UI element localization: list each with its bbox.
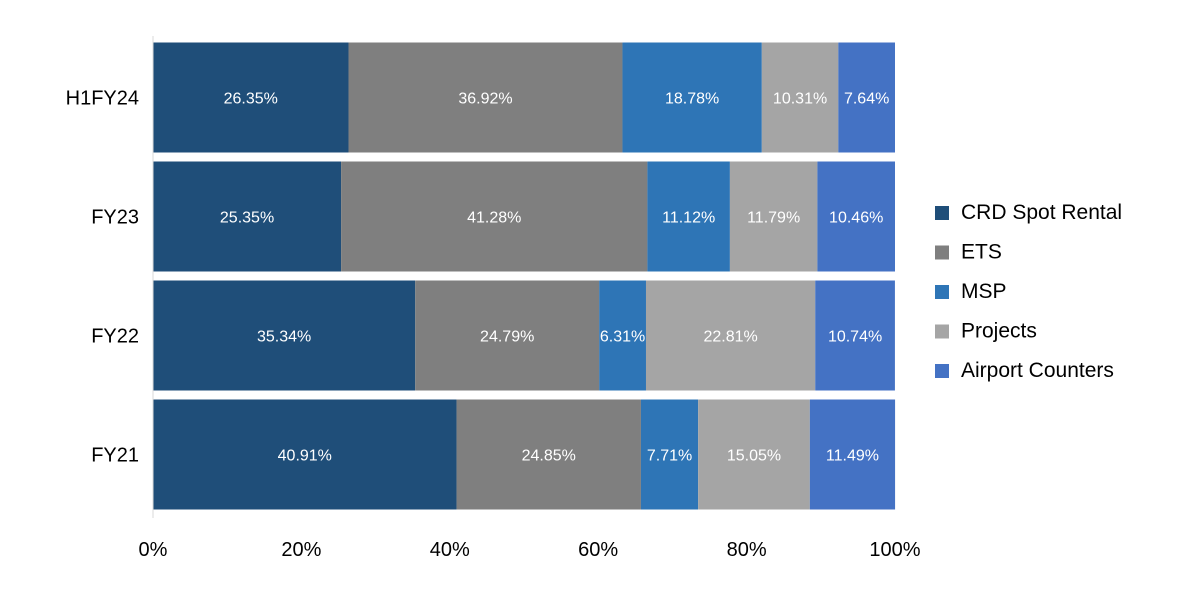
data-label: 36.92% <box>458 91 512 108</box>
data-label: 25.35% <box>220 210 274 227</box>
bar-segment-fy22-projects <box>645 280 816 391</box>
bar-segment-fy21-ets <box>456 399 641 510</box>
bar-segment-fy22-airport-counters <box>815 280 895 391</box>
data-label: 11.49% <box>826 448 879 465</box>
bar-segment-h1fy24-msp <box>622 42 762 153</box>
data-label: 11.12% <box>662 210 715 227</box>
legend-swatch-msp <box>935 285 949 299</box>
data-label: 35.34% <box>257 329 311 346</box>
bar-segment-fy21-airport-counters <box>809 399 896 510</box>
data-label: 24.79% <box>480 329 534 346</box>
axis-layer: H1FY24 FY23 FY22 FY21 0% 20% 40% 60% 80% 100% <box>66 36 921 561</box>
bar-segment-h1fy24-crd-spot-rental <box>153 42 349 153</box>
data-label: 15.05% <box>727 448 781 465</box>
bar-segment-fy22-msp <box>599 280 646 391</box>
data-label: 41.28% <box>467 210 521 227</box>
data-label: 26.35% <box>224 91 278 108</box>
data-label: 18.78% <box>665 91 719 108</box>
legend: CRD Spot Rental ETS MSP Projects Airport Cou… <box>935 201 1122 382</box>
legend-swatch-crd-spot-rental <box>935 206 949 220</box>
category-label: H1FY24 <box>66 88 139 110</box>
bar-segment-fy23-msp <box>647 161 730 272</box>
bar-segment-fy22-crd-spot-rental <box>153 280 416 391</box>
data-label: 10.31% <box>773 91 827 108</box>
x-tick-label: 60% <box>578 539 618 561</box>
x-tick-label: 40% <box>430 539 470 561</box>
bar-segment-fy21-crd-spot-rental <box>153 399 457 510</box>
data-label: 22.81% <box>703 329 757 346</box>
bar-segment-h1fy24-projects <box>761 42 839 153</box>
data-label: 40.91% <box>278 448 332 465</box>
legend-swatch-projects <box>935 324 949 339</box>
data-label: 10.74% <box>828 329 882 346</box>
data-label: 7.71% <box>647 448 692 465</box>
bar-segment-fy23-ets <box>341 161 648 272</box>
category-label: FY22 <box>91 326 139 348</box>
data-label: 7.64% <box>844 91 889 108</box>
bar-segment-fy23-projects <box>729 161 818 272</box>
bar-segment-fy21-projects <box>698 399 810 510</box>
data-label: 6.31% <box>600 329 645 346</box>
x-tick-label: 100% <box>869 539 920 561</box>
x-tick-label: 20% <box>281 539 321 561</box>
legend-label: ETS <box>961 241 1002 264</box>
plot-area: 26.35% 36.92% 18.78% 10.31% 7.64% 25.35% 41.28… <box>153 42 896 510</box>
bar-segment-fy23-airport-counters <box>817 161 895 272</box>
bar-segment-fy23-crd-spot-rental <box>153 161 342 272</box>
bar-segment-h1fy24-ets <box>348 42 623 153</box>
bar-segment-fy21-msp <box>640 399 699 510</box>
legend-label: MSP <box>961 280 1007 303</box>
data-label: 10.46% <box>829 210 883 227</box>
bar-segment-fy22-ets <box>415 280 600 391</box>
x-tick-label: 0% <box>139 539 168 561</box>
data-label: 24.85% <box>522 448 576 465</box>
legend-label: Projects <box>961 320 1037 343</box>
legend-label: Airport Counters <box>961 359 1114 382</box>
data-label: 11.79% <box>747 210 800 227</box>
bar-segment-h1fy24-airport-counters <box>838 42 895 153</box>
category-label: FY21 <box>91 445 139 467</box>
category-label: FY23 <box>91 207 139 229</box>
legend-swatch-ets <box>935 245 949 260</box>
x-tick-label: 80% <box>727 539 767 561</box>
legend-swatch-airport-counters <box>935 364 949 378</box>
legend-label: CRD Spot Rental <box>961 201 1122 224</box>
